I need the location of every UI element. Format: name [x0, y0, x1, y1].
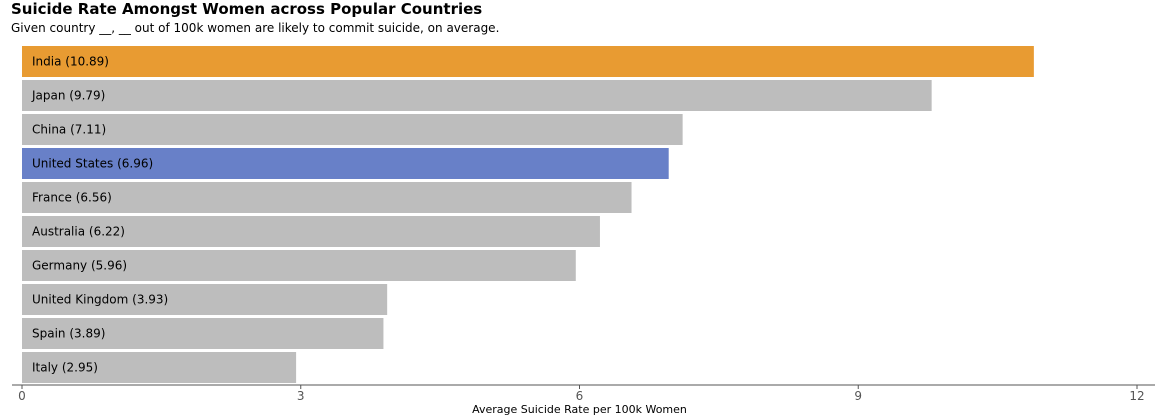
bar-label-china: China (7.11)	[32, 123, 106, 137]
bar-label-united-states: United States (6.96)	[32, 157, 153, 171]
bar-spain	[22, 318, 384, 349]
bar-label-japan: Japan (9.79)	[31, 89, 105, 103]
bar-japan	[22, 80, 932, 111]
bar-united-states	[22, 148, 669, 179]
chart-title: Suicide Rate Amongst Women across Popula…	[11, 0, 483, 18]
x-axis-label: Average Suicide Rate per 100k Women	[472, 403, 687, 416]
bar-united-kingdom	[22, 284, 388, 315]
bar-australia	[22, 216, 600, 247]
bar-india	[22, 46, 1034, 77]
bar-label-germany: Germany (5.96)	[32, 259, 127, 273]
x-axis: 0 3 6 9 12	[12, 384, 1155, 403]
bar-china	[22, 114, 683, 145]
x-tick-label-12: 12	[1129, 389, 1144, 403]
bar-label-france: France (6.56)	[32, 191, 112, 205]
chart-subtitle: Given country __, __ out of 100k women a…	[11, 21, 500, 35]
bar-label-india: India (10.89)	[32, 55, 109, 69]
bar-label-australia: Australia (6.22)	[32, 225, 125, 239]
x-tick-label-6: 6	[576, 389, 584, 403]
bar-france	[22, 182, 632, 213]
bar-italy	[22, 352, 297, 383]
x-tick-label-0: 0	[18, 389, 26, 403]
bar-germany	[22, 250, 576, 281]
bars-layer: India (10.89) Japan (9.79) China (7.11) Uni…	[22, 46, 1034, 383]
bar-label-spain: Spain (3.89)	[32, 327, 105, 341]
x-tick-label-9: 9	[854, 389, 862, 403]
bar-label-united-kingdom: United Kingdom (3.93)	[32, 293, 168, 307]
bar-label-italy: Italy (2.95)	[32, 361, 98, 375]
x-tick-label-3: 3	[297, 389, 305, 403]
